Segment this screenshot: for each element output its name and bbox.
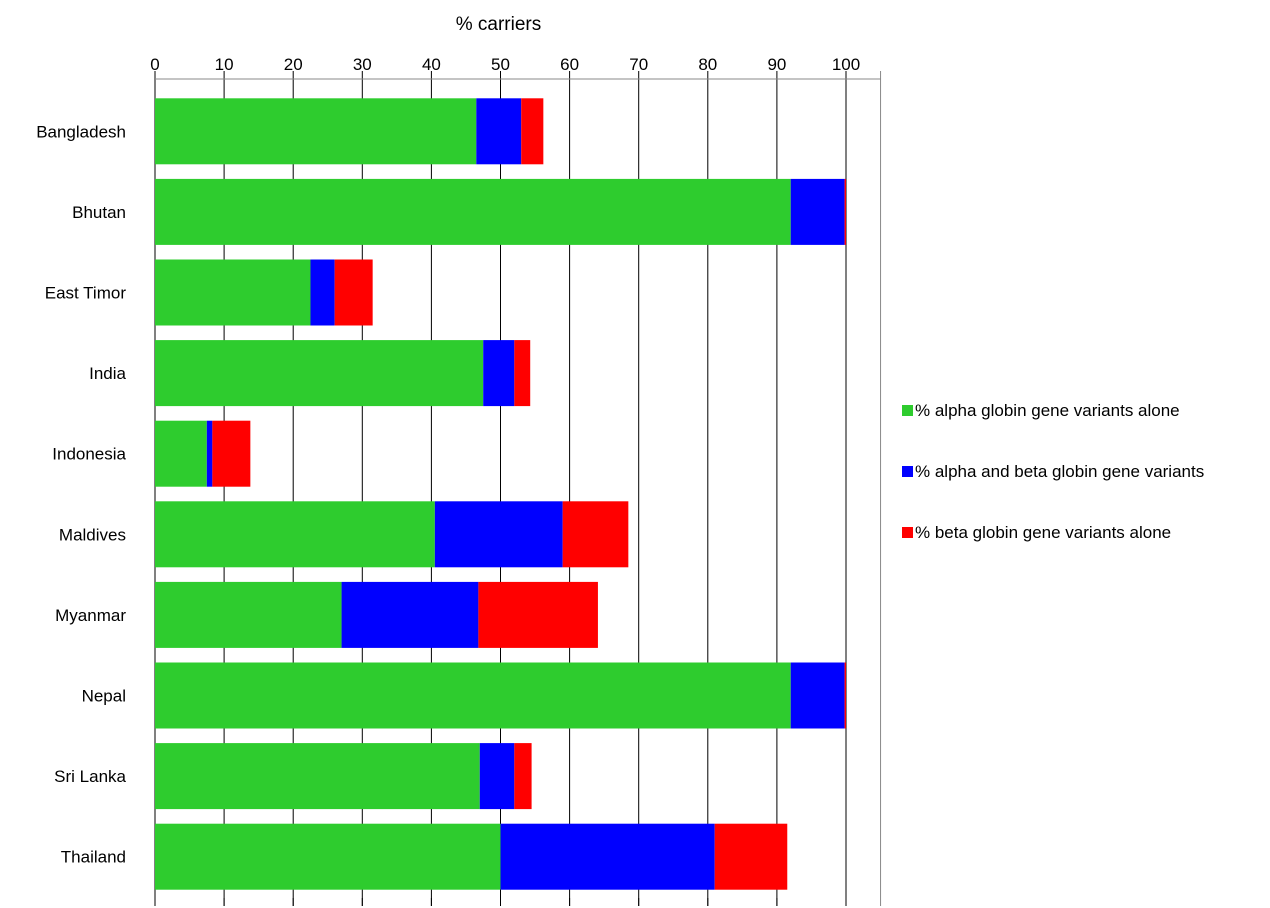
bars	[155, 98, 846, 890]
bar-segment-1	[155, 581, 342, 648]
bar-segment-1	[155, 178, 791, 245]
legend-swatch	[902, 405, 913, 416]
bar-segment-1	[155, 420, 207, 487]
bar-segment-2	[310, 259, 335, 326]
bar-segment-1	[155, 743, 480, 810]
category-label: Indonesia	[52, 445, 126, 464]
category-label: Maldives	[59, 525, 126, 544]
bar-segment-2	[434, 501, 563, 568]
x-tick-label: 70	[629, 55, 648, 74]
bar-segment-3	[844, 662, 846, 729]
bar-segment-3	[562, 501, 629, 568]
category-label: India	[89, 364, 126, 383]
x-tick-label: 40	[422, 55, 441, 74]
bar-segment-3	[714, 823, 788, 890]
bar-segment-2	[500, 823, 715, 890]
category-labels: Bangladesh Bhutan East Timor India Indonesia…	[36, 122, 126, 866]
category-label: Thailand	[61, 848, 126, 867]
legend-label: % beta globin gene variants alone	[915, 523, 1171, 542]
bar-segment-3	[212, 420, 251, 487]
x-axis-ticks: 0 10 20 30 40 50 60 70 80 90 100	[150, 55, 860, 74]
category-label: Sri Lanka	[54, 767, 126, 786]
bar-segment-1	[155, 662, 791, 729]
bar-segment-3	[478, 581, 598, 648]
bar-segment-2	[341, 581, 479, 648]
x-axis-title: % carriers	[456, 14, 542, 35]
legend-label: % alpha and beta globin gene variants	[915, 462, 1204, 481]
legend-swatch	[902, 527, 913, 538]
legend-swatch	[902, 466, 913, 477]
legend: % alpha globin gene variants alone % alph…	[902, 401, 1204, 542]
category-label: Myanmar	[55, 606, 126, 625]
bar-segment-1	[155, 340, 484, 407]
x-tick-label: 50	[491, 55, 510, 74]
legend-label: % alpha globin gene variants alone	[915, 401, 1180, 420]
bar-segment-1	[155, 823, 501, 890]
bar-segment-2	[476, 98, 522, 165]
x-tick-label: 80	[698, 55, 717, 74]
bar-segment-1	[155, 259, 311, 326]
x-tick-label: 60	[560, 55, 579, 74]
bar-segment-3	[514, 340, 531, 407]
x-tick-label: 20	[284, 55, 303, 74]
bar-segment-2	[790, 178, 845, 245]
x-tick-label: 90	[767, 55, 786, 74]
bar-segment-3	[334, 259, 373, 326]
bar-segment-2	[479, 743, 515, 810]
bar-segment-3	[844, 178, 846, 245]
bar-segment-2	[206, 420, 213, 487]
bar-segment-1	[155, 98, 477, 165]
category-label: Nepal	[82, 687, 126, 706]
category-label: East Timor	[45, 284, 127, 303]
x-tick-label: 10	[215, 55, 234, 74]
bar-segment-3	[514, 743, 532, 810]
bar-segment-2	[483, 340, 515, 407]
x-tick-label: 0	[150, 55, 159, 74]
bar-segment-3	[521, 98, 544, 165]
category-label: Bangladesh	[36, 122, 126, 141]
bar-segment-2	[790, 662, 845, 729]
x-tick-label: 30	[353, 55, 372, 74]
bar-segment-1	[155, 501, 435, 568]
x-tick-label: 100	[832, 55, 860, 74]
category-label: Bhutan	[72, 203, 126, 222]
